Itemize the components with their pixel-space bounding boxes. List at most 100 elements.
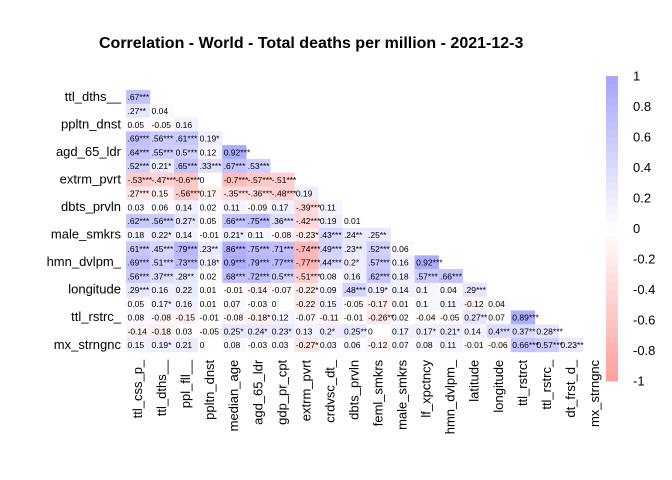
heatmap-cell bbox=[126, 296, 151, 311]
heatmap-cell bbox=[318, 324, 343, 339]
cell-value-label: .67*** bbox=[224, 161, 246, 171]
heatmap-cell bbox=[174, 296, 199, 311]
heatmap-cell bbox=[438, 310, 463, 325]
cell-value-label: .23** bbox=[344, 244, 363, 254]
cell-value-label: .69*** bbox=[128, 134, 150, 144]
heatmap-cell bbox=[342, 324, 367, 339]
heatmap-cell bbox=[294, 241, 319, 256]
cell-value-label: -0.01 bbox=[464, 340, 484, 350]
cell-value-label: 0.23** bbox=[560, 340, 584, 350]
heatmap-cell bbox=[462, 310, 488, 325]
cell-value-label: 0.05 bbox=[200, 216, 217, 226]
legend-tick-label: 0 bbox=[633, 221, 640, 236]
heatmap-cell bbox=[150, 172, 175, 187]
cell-value-label: -.47*** bbox=[152, 175, 177, 185]
heatmap-cell bbox=[150, 117, 175, 132]
legend-tick-label: 0.6 bbox=[633, 130, 651, 145]
cell-value-label: 0.16 bbox=[176, 299, 193, 309]
heatmap-cell bbox=[366, 241, 391, 256]
cell-value-label: .79*** bbox=[248, 258, 270, 268]
heatmap-cell bbox=[486, 338, 512, 353]
heatmap-cell bbox=[390, 338, 415, 353]
cell-value-label: 0.03 bbox=[320, 340, 337, 350]
cell-value-label: 0.08 bbox=[128, 313, 145, 323]
cell-value-label: .62*** bbox=[368, 271, 390, 281]
heatmap-cell bbox=[318, 282, 343, 297]
heatmap-cell bbox=[270, 338, 295, 353]
heatmap-cell bbox=[126, 145, 151, 160]
row-label: ttl_dths__ bbox=[65, 89, 122, 104]
cell-value-label: -.57*** bbox=[248, 175, 273, 185]
cell-value-label: -.53*** bbox=[128, 175, 153, 185]
legend-color-step bbox=[606, 220, 618, 229]
heatmap-cell bbox=[150, 103, 175, 118]
heatmap-cell bbox=[126, 255, 151, 270]
cell-value-label: 0.05 bbox=[128, 299, 145, 309]
legend-color-step bbox=[606, 365, 618, 374]
cell-value-label: -.35*** bbox=[224, 189, 249, 199]
cell-value-label: 0.08 bbox=[320, 271, 337, 281]
heatmap-cell bbox=[294, 269, 319, 284]
cell-value-label: -.51*** bbox=[296, 271, 321, 281]
cell-value-label: -0.22* bbox=[296, 285, 319, 295]
heatmap-cell bbox=[150, 338, 175, 353]
legend-color-step bbox=[606, 114, 618, 123]
legend-color-step bbox=[606, 304, 618, 313]
cell-value-label: 0.11 bbox=[440, 299, 456, 309]
legend-color-step bbox=[606, 152, 618, 161]
cell-value-label: .56*** bbox=[152, 134, 174, 144]
heatmap-cell bbox=[126, 200, 151, 215]
cell-value-label: -0.18 bbox=[152, 326, 172, 336]
legend-color-step bbox=[606, 335, 618, 344]
column-label: longitude bbox=[491, 360, 506, 413]
cell-value-label: 0.2* bbox=[320, 326, 336, 336]
cell-value-label: 0.01 bbox=[392, 299, 409, 309]
heatmap-cell bbox=[126, 158, 151, 173]
column-label: lf_xpctncy bbox=[419, 359, 434, 417]
heatmap-cell bbox=[342, 269, 367, 284]
cell-value-label: .79*** bbox=[176, 244, 198, 254]
heatmap-cell bbox=[294, 186, 319, 201]
cell-value-label: 0.1 bbox=[416, 299, 428, 309]
heatmap-cell bbox=[270, 227, 295, 242]
column-label: hmn_dvlpm_ bbox=[443, 359, 458, 434]
cell-value-label: .86*** bbox=[224, 244, 246, 254]
cell-value-label: -0.23* bbox=[296, 230, 319, 240]
legend-color-step bbox=[606, 281, 618, 290]
heatmap-cell bbox=[414, 269, 439, 284]
heatmap-cell bbox=[486, 324, 512, 339]
heatmap-cell bbox=[270, 241, 295, 256]
heatmap-cell bbox=[390, 296, 415, 311]
cell-value-label: .49*** bbox=[320, 244, 342, 254]
heatmap-cell bbox=[126, 90, 151, 105]
legend-tick-label: -0.8 bbox=[633, 343, 655, 358]
heatmap-cell bbox=[246, 241, 271, 256]
cell-value-label: 0.57*** bbox=[536, 340, 563, 350]
heatmap-cell bbox=[150, 200, 175, 215]
heatmap-cell bbox=[462, 324, 488, 339]
heatmap-cell-labels: .67***.27** 0.040.05 -0.05 0.16.69*** .56***… bbox=[128, 92, 585, 350]
heatmap-cell bbox=[246, 227, 271, 242]
column-label: feml_smkrs bbox=[371, 359, 386, 426]
cell-value-label: .23** bbox=[200, 244, 219, 254]
legend-color-step bbox=[606, 213, 618, 222]
column-label: crdvsc_dt_ bbox=[322, 359, 337, 423]
cell-value-label: -0.05 bbox=[440, 313, 460, 323]
legend-color-step bbox=[606, 312, 618, 321]
column-label: median_age bbox=[226, 360, 241, 432]
cell-value-label: -0.06 bbox=[488, 340, 508, 350]
column-label: agd_65_ldr bbox=[250, 359, 265, 425]
cell-value-label: -0.05 bbox=[152, 120, 172, 130]
cell-value-label: .37*** bbox=[152, 271, 174, 281]
legend-tick-label: 1 bbox=[633, 69, 640, 84]
cell-value-label: 0.17 bbox=[392, 326, 409, 336]
cell-value-label: .45*** bbox=[152, 244, 174, 254]
heatmap-cell bbox=[150, 186, 175, 201]
column-label: male_smkrs bbox=[395, 359, 410, 430]
heatmap-cell bbox=[294, 338, 319, 353]
heatmap-cell bbox=[198, 282, 223, 297]
cell-value-label: -0.09 bbox=[248, 202, 268, 212]
heatmap-cell bbox=[366, 227, 391, 242]
heatmap-cell bbox=[318, 241, 343, 256]
legend-color-step bbox=[606, 297, 618, 306]
